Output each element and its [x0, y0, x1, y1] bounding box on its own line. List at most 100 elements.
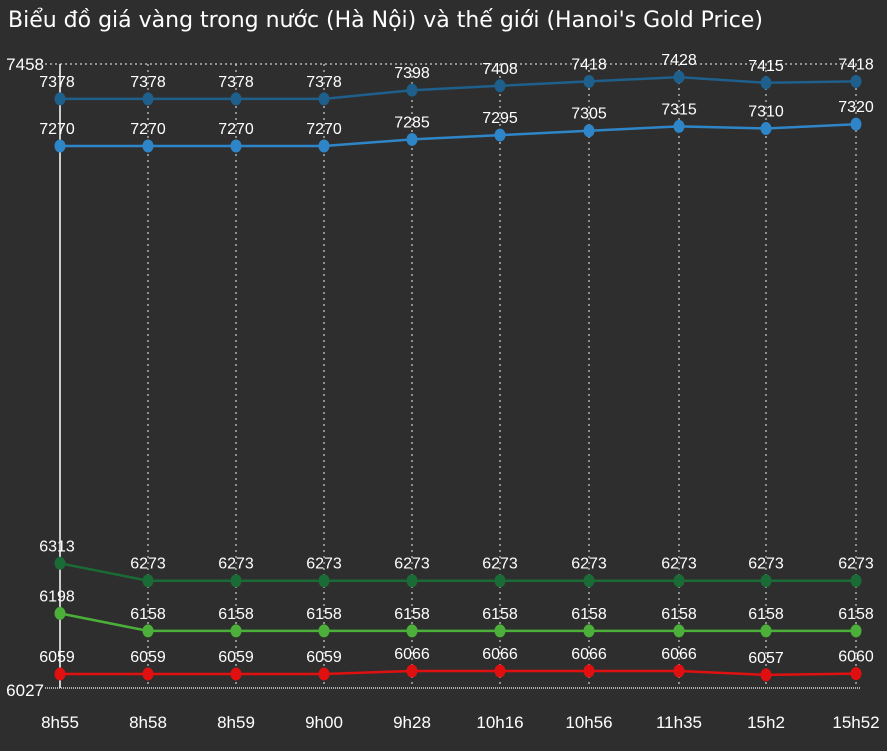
series-4-label-15h52: 6158 [838, 606, 874, 623]
series-3-line [59, 562, 856, 582]
series-1-label-15h52: 7418 [838, 56, 874, 73]
series-4-point-15h52 [850, 624, 862, 638]
series-4-point-8h59 [230, 624, 242, 638]
series-4-point-11h35 [673, 624, 685, 638]
series-1-label-11h35: 7428 [661, 52, 697, 69]
series-4-point-8h58 [142, 624, 154, 638]
series-4-label-8h59: 6158 [218, 606, 254, 623]
series-1-point-15h2 [760, 76, 772, 90]
series-1-point-8h55 [54, 92, 66, 106]
series-5-label-15h2: 6057 [748, 650, 784, 667]
series-3-point-8h58 [142, 574, 154, 588]
x-tick-label-9h28: 9h28 [393, 713, 431, 732]
series-5-line [60, 669, 857, 677]
series-4-point-9h00 [318, 624, 330, 638]
chart-title: Biểu đồ giá vàng trong nước (Hà Nội) và … [8, 8, 763, 33]
series-4-label-15h2: 6158 [748, 606, 784, 623]
series-4-point-10h56 [583, 624, 595, 638]
series-5-label-10h16: 6066 [482, 646, 518, 663]
series-5-label-11h35: 6066 [661, 646, 697, 663]
series-5-point-8h59 [230, 667, 242, 681]
series-1-label-15h2: 7415 [748, 58, 784, 75]
series-3-label-8h58: 6273 [130, 556, 166, 573]
series-2-label-9h00: 7270 [306, 121, 342, 138]
x-tick-label-9h00: 9h00 [305, 713, 343, 732]
series-2-label-8h58: 7270 [130, 121, 166, 138]
series-1-point-8h59 [230, 92, 242, 106]
series-2-label-10h56: 7305 [571, 106, 607, 123]
series-2-point-15h52 [850, 117, 862, 131]
series-5-point-9h00 [318, 667, 330, 681]
series-3-label-15h52: 6273 [838, 556, 874, 573]
series-5-label-9h00: 6059 [306, 649, 342, 666]
series-3-label-10h56: 6273 [571, 556, 607, 573]
series-2-label-15h52: 7320 [838, 99, 874, 116]
series-1-point-9h00 [318, 92, 330, 106]
series-1-line [60, 75, 857, 101]
x-tick-label-8h55: 8h55 [41, 713, 79, 732]
series-3-point-8h55 [54, 556, 66, 570]
series-5-label-8h55: 6059 [39, 649, 75, 666]
series-3-point-11h35 [673, 574, 685, 588]
series-2-point-10h56 [583, 124, 595, 138]
series-5-point-10h56 [583, 664, 595, 678]
series-4-point-10h16 [494, 624, 506, 638]
series-3-label-8h59: 6273 [218, 556, 254, 573]
series-1-label-9h28: 7398 [394, 65, 430, 82]
series-3-label-10h16: 6273 [482, 556, 518, 573]
series-4-point-9h28 [406, 624, 418, 638]
series-1-point-10h16 [494, 79, 506, 93]
series-4-line [59, 612, 856, 633]
series-3-point-10h16 [494, 574, 506, 588]
series-2-point-9h00 [318, 139, 330, 153]
series-2-label-11h35: 7315 [661, 101, 697, 118]
series-5-label-9h28: 6066 [394, 646, 430, 663]
series-1-label-8h58: 7378 [130, 74, 166, 91]
series-1-point-11h35 [673, 70, 685, 84]
y-tick-label-min: 6027 [6, 681, 44, 700]
x-tick-label-10h56: 10h56 [565, 713, 612, 732]
series-2-line [60, 122, 857, 148]
series-3-label-15h2: 6273 [748, 556, 784, 573]
series-1-label-10h56: 7418 [571, 56, 607, 73]
series-1-label-8h55: 7378 [39, 74, 75, 91]
series-4-label-8h55: 6198 [39, 588, 75, 605]
series-5-point-10h16 [494, 664, 506, 678]
series-1-point-15h52 [850, 74, 862, 88]
x-tick-label-8h58: 8h58 [129, 713, 167, 732]
x-tick-label-15h52: 15h52 [832, 713, 879, 732]
series-4-label-9h28: 6158 [394, 606, 430, 623]
series-2-point-9h28 [406, 132, 418, 146]
series-2-point-10h16 [494, 128, 506, 142]
x-tick-label-15h2: 15h2 [747, 713, 785, 732]
series-2-label-8h59: 7270 [218, 121, 254, 138]
series-2-label-10h16: 7295 [482, 110, 518, 127]
series-4-label-10h16: 6158 [482, 606, 518, 623]
series-3-point-9h28 [406, 574, 418, 588]
series-3-point-15h52 [850, 574, 862, 588]
series-3-point-15h2 [760, 574, 772, 588]
series-5-label-10h56: 6066 [571, 646, 607, 663]
series-5-point-8h58 [142, 667, 154, 681]
series-4-label-10h56: 6158 [571, 606, 607, 623]
series-5-label-8h59: 6059 [218, 649, 254, 666]
series-5-point-9h28 [406, 664, 418, 678]
series-4-label-8h58: 6158 [130, 606, 166, 623]
series-3-label-11h35: 6273 [661, 556, 697, 573]
series-1-point-8h58 [142, 92, 154, 106]
series-2-label-8h55: 7270 [39, 121, 75, 138]
series-1-label-10h16: 7408 [482, 61, 518, 78]
series-3-point-8h59 [230, 574, 242, 588]
series-1-point-10h56 [583, 74, 595, 88]
series-5-point-15h52 [850, 667, 862, 681]
series-5-point-11h35 [673, 664, 685, 678]
series-4-label-11h35: 6158 [661, 606, 697, 623]
series-2-point-8h59 [230, 139, 242, 153]
x-tick-label-8h59: 8h59 [217, 713, 255, 732]
series-2-label-9h28: 7285 [394, 114, 430, 131]
series-1-label-9h00: 7378 [306, 74, 342, 91]
series-4-label-9h00: 6158 [306, 606, 342, 623]
series-2-label-15h2: 7310 [748, 104, 784, 121]
series-2-point-8h58 [142, 139, 154, 153]
